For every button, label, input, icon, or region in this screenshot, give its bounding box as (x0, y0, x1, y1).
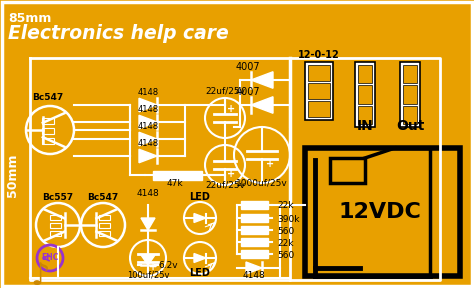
Polygon shape (139, 115, 157, 129)
Text: 22k: 22k (277, 238, 293, 247)
FancyBboxPatch shape (99, 215, 110, 220)
FancyBboxPatch shape (241, 226, 268, 234)
FancyBboxPatch shape (403, 85, 417, 104)
FancyBboxPatch shape (42, 118, 54, 124)
Text: 4148: 4148 (137, 139, 159, 148)
Polygon shape (139, 149, 157, 163)
Text: LED: LED (190, 268, 210, 278)
Text: 4148: 4148 (243, 271, 265, 280)
Polygon shape (251, 97, 273, 113)
Text: +: + (266, 159, 274, 169)
Text: 50mm: 50mm (7, 153, 19, 197)
Text: 22k: 22k (277, 202, 293, 211)
FancyBboxPatch shape (305, 62, 333, 120)
Polygon shape (141, 218, 155, 230)
FancyBboxPatch shape (358, 65, 372, 83)
Text: 390k: 390k (277, 215, 300, 223)
Polygon shape (139, 132, 157, 146)
Polygon shape (246, 262, 262, 274)
Text: Bc547: Bc547 (87, 193, 118, 202)
Text: 12-0-12: 12-0-12 (298, 50, 340, 60)
FancyBboxPatch shape (99, 231, 110, 236)
Text: 4148: 4148 (137, 105, 159, 114)
FancyBboxPatch shape (308, 83, 330, 99)
Text: 4007: 4007 (236, 87, 260, 97)
FancyBboxPatch shape (355, 62, 375, 127)
Polygon shape (251, 72, 273, 88)
Text: 6.2v: 6.2v (158, 261, 178, 270)
Text: +: + (227, 169, 235, 179)
Text: +: + (149, 262, 157, 272)
Text: 22uf/25v: 22uf/25v (205, 181, 245, 190)
Text: IN: IN (356, 119, 374, 133)
Text: Bc547: Bc547 (32, 93, 64, 102)
Polygon shape (194, 253, 206, 262)
FancyBboxPatch shape (308, 65, 330, 81)
Polygon shape (139, 98, 157, 112)
Text: Out: Out (396, 119, 424, 133)
FancyBboxPatch shape (358, 85, 372, 104)
Polygon shape (141, 255, 155, 265)
FancyBboxPatch shape (153, 170, 202, 179)
Polygon shape (194, 213, 206, 223)
Text: 12VDC: 12VDC (338, 202, 421, 222)
Text: 47k: 47k (167, 179, 183, 188)
FancyBboxPatch shape (403, 65, 417, 83)
Text: 1000uf/25v: 1000uf/25v (236, 179, 288, 188)
FancyBboxPatch shape (42, 138, 54, 144)
FancyBboxPatch shape (50, 223, 61, 228)
Text: Electronics help care: Electronics help care (8, 24, 229, 43)
Text: 22uf/25v: 22uf/25v (205, 87, 245, 96)
FancyBboxPatch shape (400, 62, 420, 127)
Text: 4148: 4148 (137, 122, 159, 131)
Text: Bc557: Bc557 (43, 193, 73, 202)
Text: +: + (227, 104, 235, 114)
Text: EHC: EHC (41, 253, 59, 262)
FancyBboxPatch shape (308, 101, 330, 117)
FancyBboxPatch shape (50, 231, 61, 236)
Text: 100uf/25v: 100uf/25v (127, 271, 169, 280)
FancyBboxPatch shape (241, 250, 268, 258)
Text: ♪: ♪ (30, 262, 49, 288)
Text: LED: LED (190, 192, 210, 202)
FancyBboxPatch shape (358, 106, 372, 124)
Text: 4007: 4007 (236, 62, 260, 72)
Text: 85mm: 85mm (8, 12, 51, 25)
FancyBboxPatch shape (99, 223, 110, 228)
FancyBboxPatch shape (241, 238, 268, 246)
Text: 4148: 4148 (137, 189, 159, 198)
FancyBboxPatch shape (50, 215, 61, 220)
Text: 560: 560 (277, 226, 294, 236)
Text: 560: 560 (277, 251, 294, 259)
Text: 4148: 4148 (137, 88, 159, 97)
FancyBboxPatch shape (403, 106, 417, 124)
FancyBboxPatch shape (42, 128, 54, 134)
FancyBboxPatch shape (241, 201, 268, 209)
FancyBboxPatch shape (241, 214, 268, 222)
